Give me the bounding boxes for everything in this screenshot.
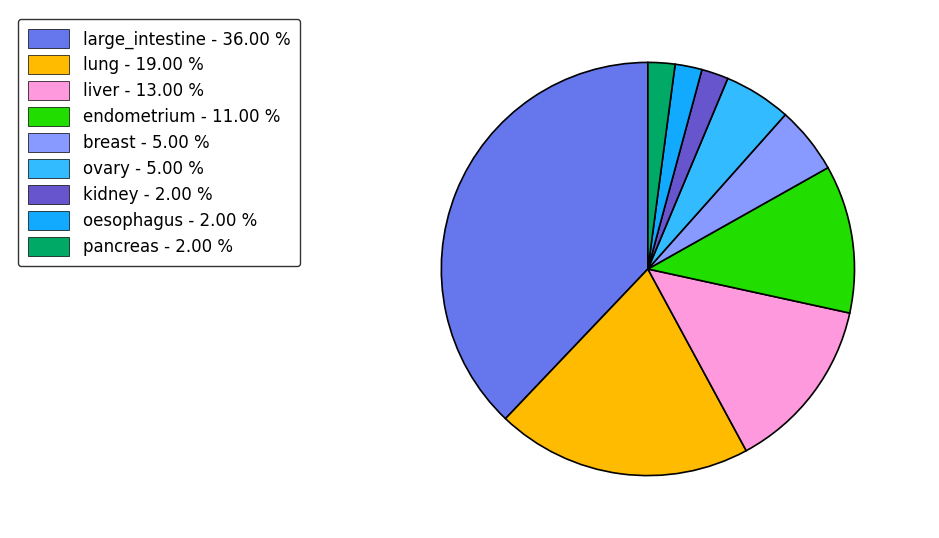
Legend: large_intestine - 36.00 %, lung - 19.00 %, liver - 13.00 %, endometrium - 11.00 : large_intestine - 36.00 %, lung - 19.00 … bbox=[18, 19, 300, 266]
Wedge shape bbox=[648, 69, 728, 269]
Wedge shape bbox=[648, 79, 785, 269]
Wedge shape bbox=[648, 269, 850, 451]
Wedge shape bbox=[648, 168, 854, 313]
Wedge shape bbox=[505, 269, 747, 476]
Wedge shape bbox=[648, 62, 675, 269]
Wedge shape bbox=[648, 115, 828, 269]
Wedge shape bbox=[648, 64, 702, 269]
Wedge shape bbox=[441, 62, 648, 419]
